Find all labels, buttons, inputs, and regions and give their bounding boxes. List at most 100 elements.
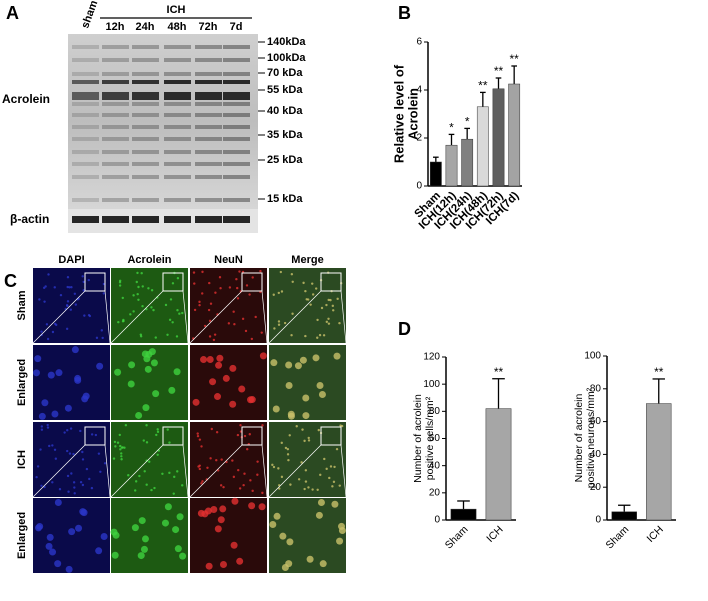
cell (131, 524, 139, 532)
cell (222, 485, 225, 489)
cell (340, 424, 344, 428)
band (72, 80, 99, 84)
cell (201, 510, 209, 518)
cell (150, 359, 158, 367)
cell (148, 460, 151, 463)
cell (132, 310, 135, 313)
cell (248, 396, 256, 404)
cell (280, 475, 284, 479)
cell (101, 336, 104, 340)
cell (250, 337, 254, 341)
cell (297, 478, 301, 481)
cell (103, 462, 107, 465)
cell (51, 444, 54, 447)
cell (69, 308, 73, 311)
cell (38, 298, 41, 301)
cell (245, 284, 249, 287)
cell (119, 448, 122, 451)
cell (175, 335, 179, 338)
cell (277, 320, 281, 323)
cell (181, 311, 184, 315)
cell (137, 285, 140, 289)
cell (280, 290, 284, 293)
cell (173, 368, 181, 376)
cell (338, 526, 346, 534)
cell (332, 309, 335, 312)
cell (231, 459, 234, 462)
cell (152, 390, 160, 398)
cell (168, 471, 171, 475)
cell (174, 545, 182, 553)
significance: ** (494, 64, 504, 78)
cell (236, 557, 244, 565)
cell (288, 434, 291, 437)
cell (178, 312, 181, 315)
cell (66, 300, 70, 303)
cell (80, 509, 88, 517)
cell (206, 466, 209, 469)
band (223, 125, 250, 129)
cell (280, 441, 283, 445)
cell (94, 433, 98, 437)
cell (161, 519, 169, 527)
cell (258, 503, 266, 511)
cell (41, 399, 49, 407)
cell (95, 547, 103, 555)
cell (286, 538, 294, 546)
band (164, 175, 191, 179)
cell (304, 469, 308, 472)
cell (172, 526, 180, 534)
band (164, 72, 191, 76)
y-tick-label: 2 (416, 133, 422, 144)
cell (200, 482, 203, 485)
bar (508, 83, 521, 187)
band (164, 150, 191, 154)
cell (147, 287, 150, 290)
band (164, 92, 191, 100)
cell (306, 555, 314, 563)
cell (238, 487, 242, 490)
cell (87, 278, 90, 282)
cell (59, 293, 63, 297)
cell (154, 336, 157, 339)
cell (161, 472, 164, 475)
band (72, 137, 99, 141)
x-tick-label: ICH (484, 524, 505, 545)
cell (79, 481, 83, 484)
cell (277, 323, 281, 326)
cell (333, 352, 341, 360)
cell (290, 333, 293, 337)
band (223, 150, 250, 154)
cell (229, 400, 237, 408)
cell (198, 300, 201, 304)
cell (134, 480, 138, 483)
cell (302, 412, 310, 420)
y-tick-label: 20 (429, 487, 441, 498)
bar (461, 138, 474, 187)
band (195, 92, 222, 100)
blot-bands (72, 45, 250, 223)
zoom-line (110, 290, 164, 344)
cell (219, 561, 227, 569)
band (132, 58, 159, 62)
actin-band (164, 216, 191, 223)
cell (128, 361, 136, 369)
cell (251, 276, 254, 279)
cell (53, 322, 57, 326)
band (195, 198, 222, 202)
cell (137, 298, 140, 301)
cell (287, 412, 295, 420)
cell (219, 287, 222, 290)
cell (72, 452, 75, 456)
cell (236, 433, 240, 437)
bar (450, 508, 477, 521)
zoom-line (268, 290, 322, 344)
cell (142, 404, 150, 412)
band (223, 102, 250, 106)
cell (323, 457, 326, 461)
cell (63, 431, 66, 434)
band (195, 45, 222, 49)
cell (124, 424, 128, 427)
column-label: DAPI (58, 254, 84, 266)
